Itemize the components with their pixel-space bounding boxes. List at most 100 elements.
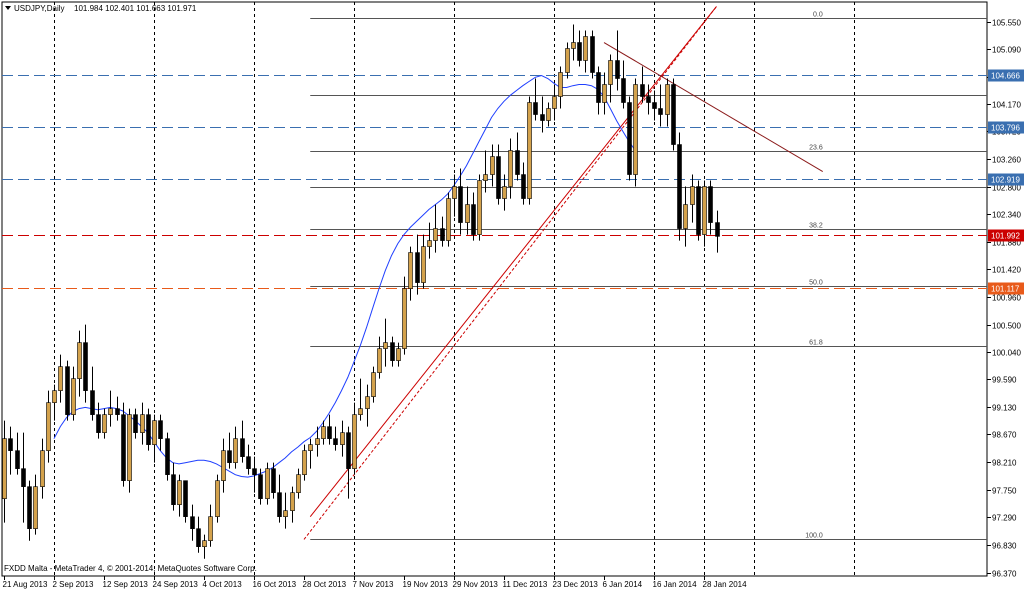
x-axis: 21 Aug 2013 2 Sep 2013 12 Sep 2013 24 Sep 2…	[3, 576, 747, 589]
candle-body	[290, 492, 295, 511]
candle-body	[71, 378, 76, 415]
candle-body	[46, 402, 51, 451]
candle-body	[571, 42, 576, 49]
candle-body	[146, 414, 151, 445]
candle-body	[527, 102, 532, 199]
price-tag-label: 104.666	[991, 72, 1020, 81]
x-tick-label: 16 Oct 2013	[253, 580, 297, 589]
moving-average-line	[53, 74, 636, 478]
candle-body	[377, 348, 382, 373]
candle-body	[233, 438, 238, 463]
candle-body	[502, 186, 507, 199]
candle-body	[533, 102, 538, 115]
x-tick-label: 6 Jan 2014	[603, 580, 643, 589]
candle-body	[702, 186, 707, 235]
candle-body	[402, 288, 407, 349]
y-tick-label: 105.090	[992, 46, 1021, 55]
price-tag-box	[988, 229, 1024, 242]
candle-body	[590, 36, 595, 73]
price-tag-label: 102.919	[991, 176, 1020, 185]
candle-body	[477, 180, 482, 235]
candle-body	[396, 348, 401, 361]
candle-body	[665, 84, 670, 115]
candle-body	[171, 474, 176, 505]
candle-body	[415, 252, 420, 283]
candle-body	[640, 84, 645, 97]
candle-body	[540, 114, 545, 121]
candle-body	[208, 516, 213, 541]
candle-body	[708, 186, 713, 223]
candle-body	[221, 450, 226, 481]
x-tick-label: 7 Nov 2013	[353, 580, 394, 589]
candle-body	[671, 84, 676, 145]
candle-body	[465, 204, 470, 223]
candle-body	[27, 486, 32, 529]
candle-body	[115, 408, 120, 415]
candle-body	[515, 150, 520, 175]
moving-average	[53, 74, 636, 478]
candle-body	[621, 78, 626, 103]
y-tick-label: 104.170	[992, 101, 1021, 110]
price-tag-label: 101.992	[991, 232, 1020, 241]
ohlc-readout: 101.984 102.401 101.663 101.971	[74, 4, 197, 13]
candle-body	[633, 84, 638, 175]
candle-body	[558, 72, 563, 97]
candle-body	[83, 342, 88, 391]
copyright-label: FXDD Malta - MetaTrader 4, © 2001-2014, …	[4, 564, 257, 573]
candle-body	[440, 228, 445, 241]
candle-body	[433, 228, 438, 241]
candle-body	[327, 426, 332, 439]
x-tick-label: 4 Oct 2013	[203, 580, 243, 589]
price-tag-box	[988, 282, 1024, 295]
y-axis: 105.550105.090104.630104.170103.720103.2…	[987, 19, 1024, 579]
candle-body	[215, 480, 220, 517]
candle-body	[552, 96, 557, 109]
candle-body	[127, 414, 132, 481]
candle-body	[302, 450, 307, 475]
candle-body	[565, 48, 570, 73]
x-tick-label: 28 Oct 2013	[303, 580, 347, 589]
candle-body	[346, 432, 351, 469]
candle-body	[658, 108, 663, 115]
symbol-label: USDJPY,Daily	[14, 4, 65, 13]
x-tick-label: 23 Dec 2013	[553, 580, 599, 589]
candle-body	[583, 36, 588, 61]
candle-body	[58, 366, 63, 391]
candle-body	[321, 426, 326, 439]
candle-body	[458, 186, 463, 223]
candle-body	[471, 204, 476, 235]
candle-body	[90, 390, 95, 415]
y-tick-label: 99.590	[992, 376, 1017, 385]
candle-body	[365, 396, 370, 409]
downtrend-line	[603, 42, 824, 172]
candle-body	[577, 42, 582, 61]
candle-body	[446, 198, 451, 241]
candle-body	[252, 468, 257, 475]
candle-body	[627, 102, 632, 175]
symbol-dropdown-icon[interactable]	[5, 6, 11, 10]
candle-body	[202, 540, 207, 547]
price-tag-box	[988, 69, 1024, 82]
candle-body	[96, 414, 101, 433]
candle-body	[683, 204, 688, 229]
candle-body	[358, 408, 363, 415]
candle-body	[352, 414, 357, 469]
candle-body	[165, 438, 170, 475]
candle-body	[427, 240, 432, 247]
candle-body	[677, 144, 682, 229]
fib-level-label: 38.2	[809, 223, 823, 230]
y-tick-label: 97.750	[992, 487, 1017, 496]
y-tick-label: 101.880	[992, 239, 1021, 248]
candle-body	[133, 414, 138, 433]
fib-level-label: 61.8	[809, 340, 823, 347]
candle-body	[652, 102, 657, 109]
y-tick-label: 96.370	[992, 570, 1017, 579]
y-tick-label: 101.420	[992, 266, 1021, 275]
candle-body	[508, 150, 513, 187]
uptrend-line	[303, 6, 717, 540]
y-tick-label: 102.800	[992, 184, 1021, 193]
price-tag-label: 101.117	[991, 285, 1020, 294]
x-tick-label: 2 Sep 2013	[53, 580, 94, 589]
candle-body	[152, 420, 157, 445]
